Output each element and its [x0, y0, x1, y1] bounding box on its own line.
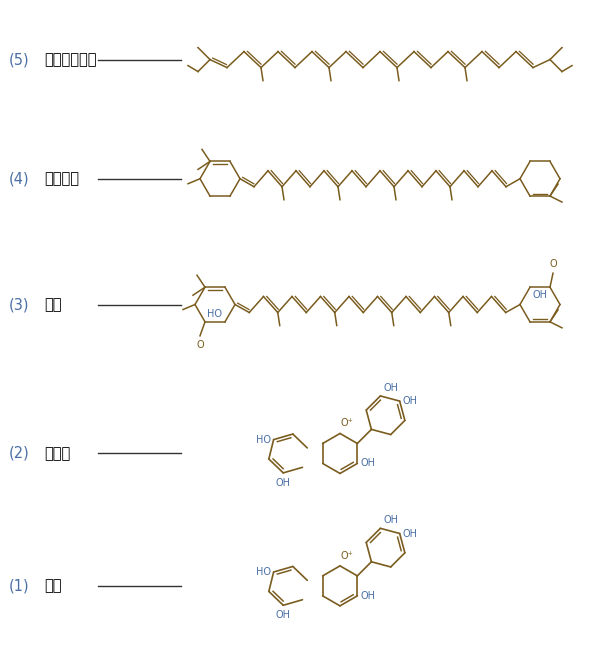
Text: HO: HO	[256, 434, 271, 445]
Text: OH: OH	[361, 591, 375, 601]
Text: O⁺: O⁺	[341, 551, 354, 561]
Text: OH: OH	[403, 396, 418, 406]
Text: なす: なす	[44, 297, 62, 312]
Text: ブルーベリー: ブルーベリー	[44, 52, 97, 67]
Text: OH: OH	[361, 459, 375, 469]
Text: OH: OH	[276, 610, 291, 620]
Text: 紅鲑: 紅鲑	[44, 579, 62, 593]
Text: O⁺: O⁺	[341, 418, 354, 428]
Text: HO: HO	[256, 567, 271, 577]
Text: (1): (1)	[9, 579, 30, 593]
Text: (3): (3)	[9, 297, 30, 312]
Text: OH: OH	[276, 478, 291, 488]
Text: トマト: トマト	[44, 446, 70, 461]
Text: OH: OH	[403, 528, 418, 538]
Text: (4): (4)	[9, 171, 30, 186]
Text: OH: OH	[384, 515, 398, 526]
Text: O: O	[549, 260, 557, 269]
Text: (5): (5)	[9, 52, 30, 67]
Text: OH: OH	[384, 383, 398, 393]
Text: OH: OH	[533, 290, 548, 300]
Text: O: O	[196, 340, 204, 350]
Text: (2): (2)	[9, 446, 30, 461]
Text: にんじん: にんじん	[44, 171, 79, 186]
Text: HO: HO	[207, 309, 222, 319]
